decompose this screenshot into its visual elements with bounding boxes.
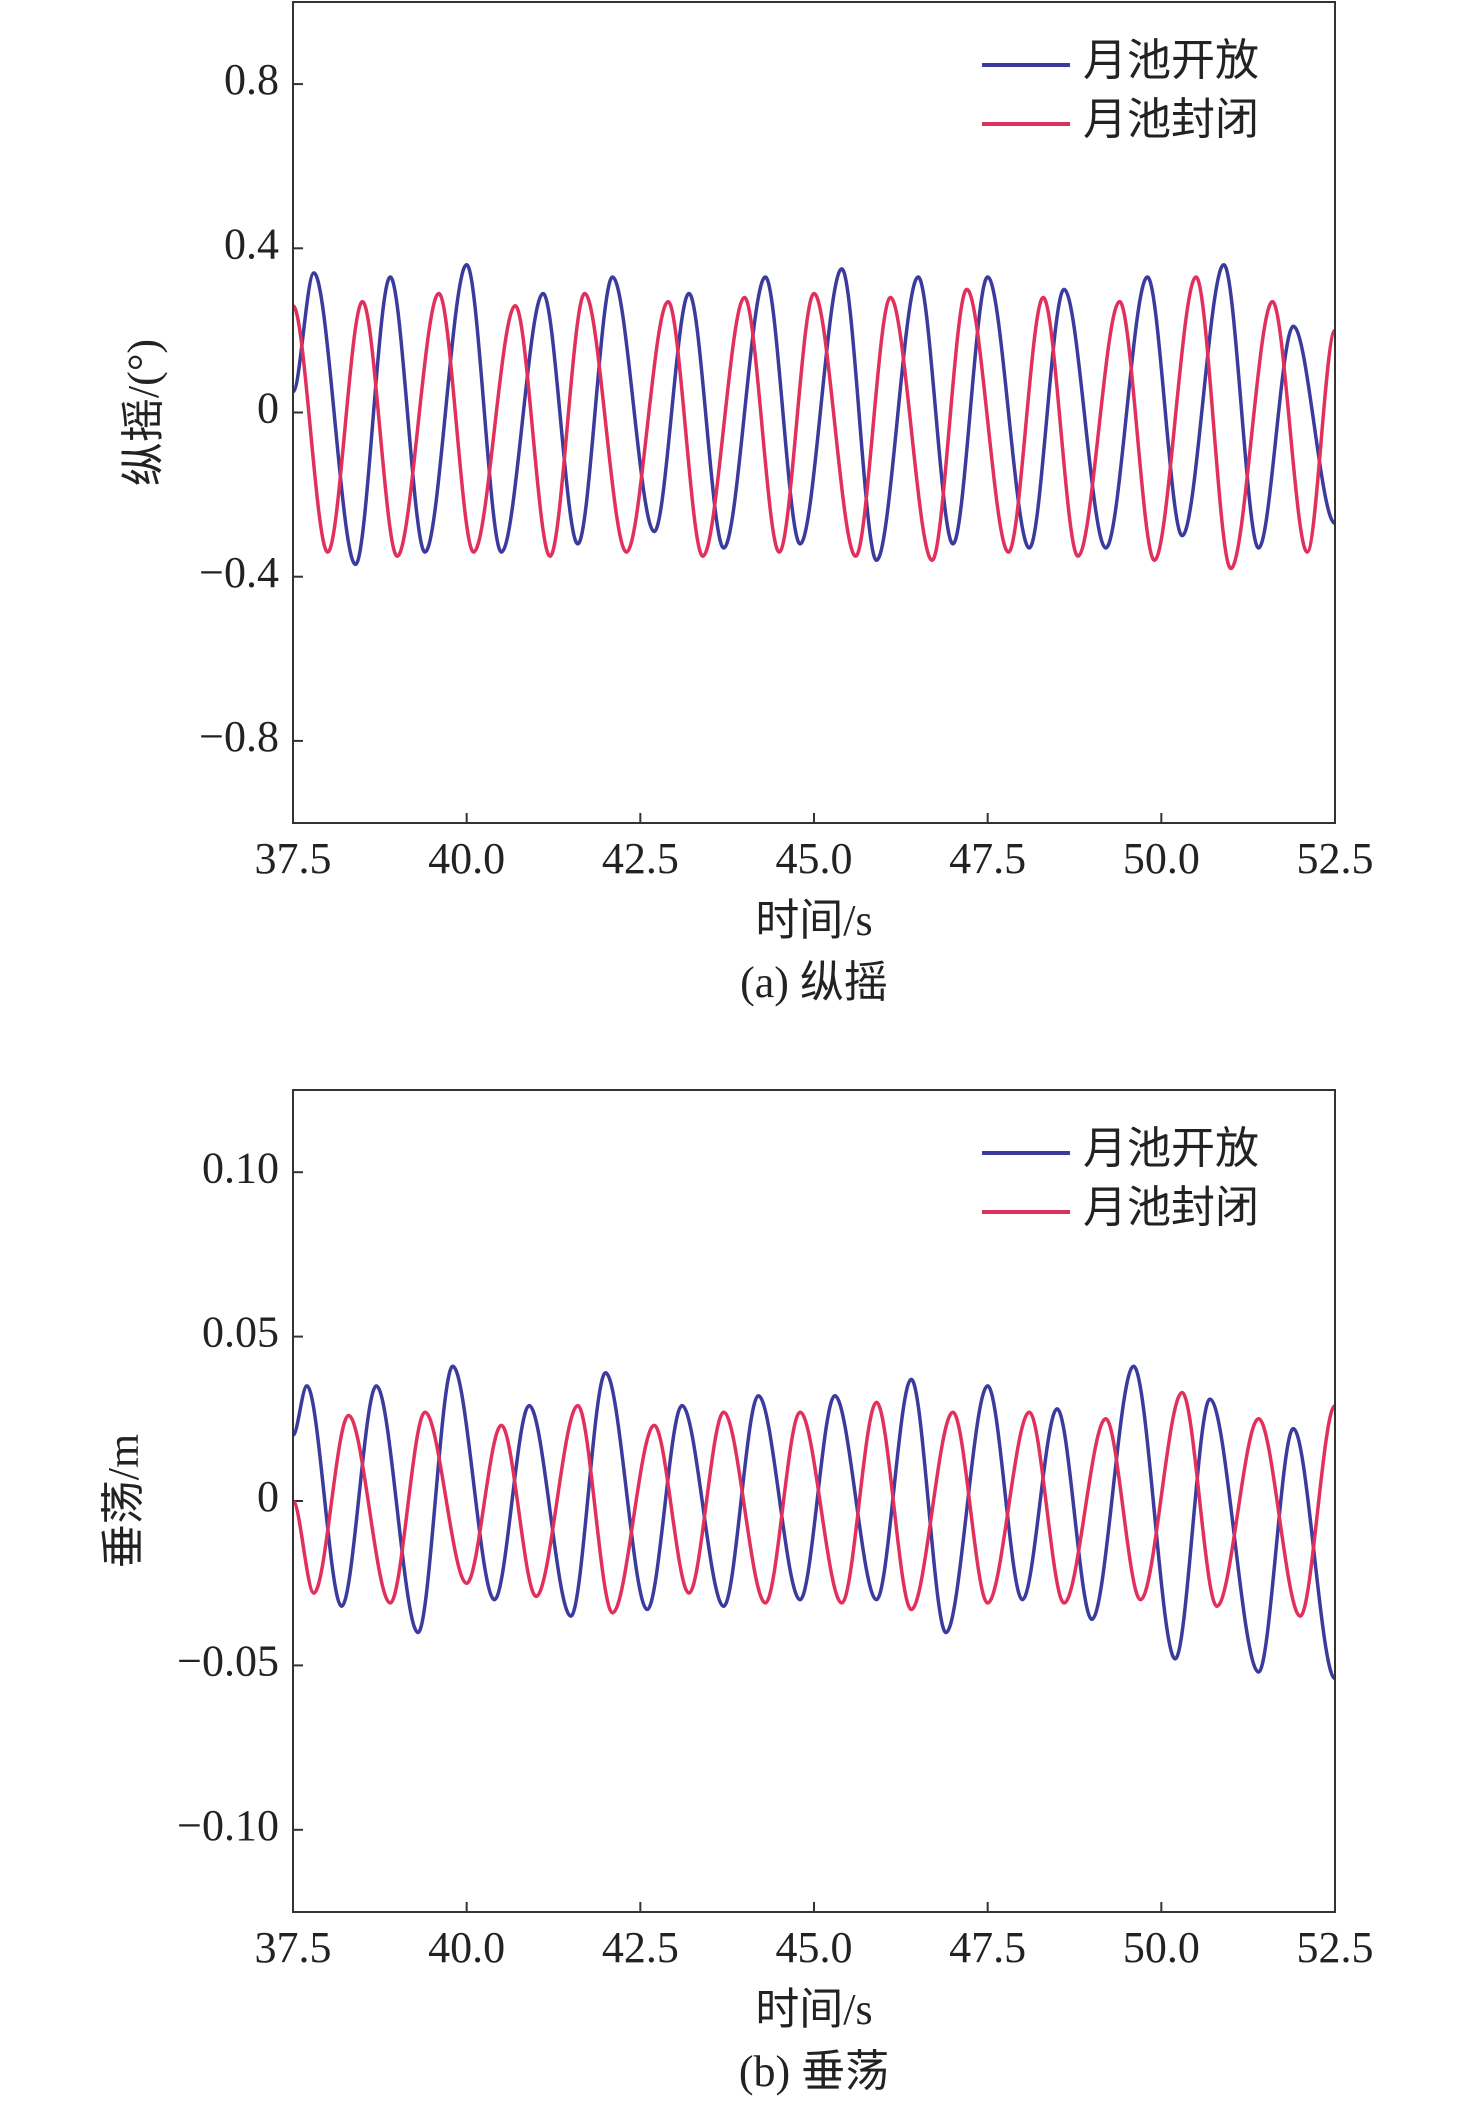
legend-label: 月池开放 [1083,36,1259,85]
y-tick-label: −0.4 [199,548,279,597]
y-tick-label: 0.05 [202,1308,279,1357]
y-tick-label: −0.8 [199,712,279,761]
x-tick-label: 45.0 [776,834,853,883]
y-tick-label: 0.8 [224,55,279,104]
series-line [293,1390,1335,1618]
x-tick-label: 47.5 [949,1923,1026,1972]
x-tick-label: 45.0 [776,1923,853,1972]
subplot: −0.10 −0.05 0 0.05 0.10 37.5 40.0 42.5 45.0 47.5 5… [99,1089,1374,2096]
y-tick-label: 0.4 [224,219,279,268]
x-tick-label: 37.5 [255,834,332,883]
series-line [293,275,1335,571]
series-group [293,262,1335,571]
series-line [293,262,1335,567]
x-tick-label: 50.0 [1123,1923,1200,1972]
subplot: −0.8 −0.4 0 0.4 0.8 37.5 40.0 42.5 45.0 47.5 50.0 5… [119,1,1374,1007]
legend-label: 月池封闭 [1083,95,1259,144]
series-group [293,1364,1335,1681]
legend-label: 月池开放 [1083,1124,1259,1173]
series-line [293,1364,1335,1681]
x-tick-label: 37.5 [255,1923,332,1972]
plot-frame [292,1089,1336,1913]
y-tick-label: 0.10 [202,1143,279,1192]
x-tick-label: 50.0 [1123,834,1200,883]
legend-label: 月池封闭 [1083,1183,1259,1232]
x-tick-label: 42.5 [602,1923,679,1972]
x-tick-label: 47.5 [949,834,1026,883]
x-axis-label: 时间/s [755,1985,872,2034]
caption: (a) 纵摇 [740,958,888,1007]
x-tick-label: 40.0 [428,1923,505,1972]
x-tick-label: 52.5 [1297,834,1374,883]
y-axis-label: 纵摇/(°) [119,339,168,486]
y-tick-label: 0 [257,1472,279,1521]
y-tick-label: 0 [257,384,279,433]
x-axis-label: 时间/s [755,896,872,945]
x-tick-label: 40.0 [428,834,505,883]
x-tick-label: 42.5 [602,834,679,883]
y-axis-label: 垂荡/m [99,1434,148,1568]
y-tick-label: −0.05 [177,1636,279,1685]
x-tick-label: 52.5 [1297,1923,1374,1972]
y-tick-label: −0.10 [177,1801,279,1850]
caption: (b) 垂荡 [739,2047,889,2096]
plot-frame [292,1,1336,824]
